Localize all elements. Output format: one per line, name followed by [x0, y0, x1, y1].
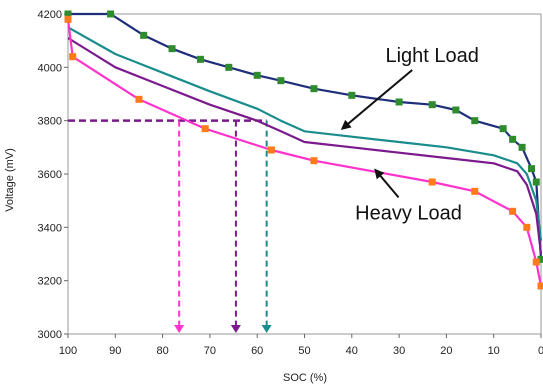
x-tick-label: 30 [393, 345, 405, 357]
series-point [64, 10, 72, 18]
series-point [168, 45, 176, 53]
series-point [310, 157, 318, 165]
x-tick-label: 60 [251, 345, 263, 357]
series-point [140, 31, 148, 39]
x-tick-label: 0 [538, 345, 543, 357]
x-tick-label: 90 [109, 345, 121, 357]
series-point [201, 125, 209, 133]
series-line [66, 19, 543, 287]
y-tick-label: 4200 [38, 9, 62, 21]
series-point [471, 117, 479, 125]
x-axis-label: SOC (%) [283, 372, 327, 384]
series-point [523, 223, 531, 231]
series-line [67, 37, 543, 255]
series-point [509, 207, 517, 215]
series-point [509, 135, 517, 143]
series-point [310, 85, 318, 93]
series-point [532, 258, 540, 266]
series-point [277, 77, 285, 85]
y-tick-label: 3800 [38, 116, 62, 128]
series-point [452, 106, 460, 114]
series-point [537, 282, 543, 290]
annotation-text: Light Load [385, 45, 478, 67]
annotation-text: Heavy Load [355, 202, 462, 224]
x-tick-label: 70 [204, 345, 216, 357]
series-point [528, 165, 536, 173]
series-line [67, 26, 543, 241]
series-point [395, 98, 403, 106]
y-tick-label: 3400 [38, 222, 62, 234]
x-tick-label: 10 [488, 345, 500, 357]
series-point [537, 255, 543, 263]
x-tick-label: 20 [440, 345, 452, 357]
x-tick-label: 80 [156, 345, 168, 357]
series-point [518, 143, 526, 151]
annotation-arrow [374, 168, 400, 198]
series-point [428, 178, 436, 186]
series-point [253, 71, 261, 79]
x-tick-label: 100 [59, 345, 77, 357]
series-point [135, 95, 143, 103]
drop-arrow-head [261, 325, 272, 333]
series-point [196, 55, 204, 63]
drop-arrow-head [174, 325, 185, 333]
series-point [69, 53, 77, 61]
series-point [225, 63, 233, 71]
series-point [499, 125, 507, 133]
y-tick-label: 3600 [38, 169, 62, 181]
series-point [428, 101, 436, 109]
series-point [107, 10, 115, 18]
y-tick-label: 4000 [38, 62, 62, 74]
x-tick-label: 50 [298, 345, 310, 357]
x-tick-label: 40 [346, 345, 358, 357]
series-point [348, 91, 356, 99]
markers-layer [64, 10, 543, 290]
y-axis-label: Voltage (mV) [4, 148, 16, 212]
series-point [267, 146, 275, 154]
annotations: Light Load Heavy Load [340, 45, 479, 224]
axes: 100 90 80 70 60 50 40 30 20 10 0300032003400360038… [38, 9, 543, 357]
annotation-arrow [340, 69, 413, 130]
y-tick-label: 3000 [38, 329, 62, 341]
y-tick-label: 3200 [38, 276, 62, 288]
guide-lines [68, 119, 272, 333]
series-point [64, 15, 72, 23]
drop-arrow-head [230, 325, 241, 333]
series-point [471, 187, 479, 195]
series-point [532, 178, 540, 186]
